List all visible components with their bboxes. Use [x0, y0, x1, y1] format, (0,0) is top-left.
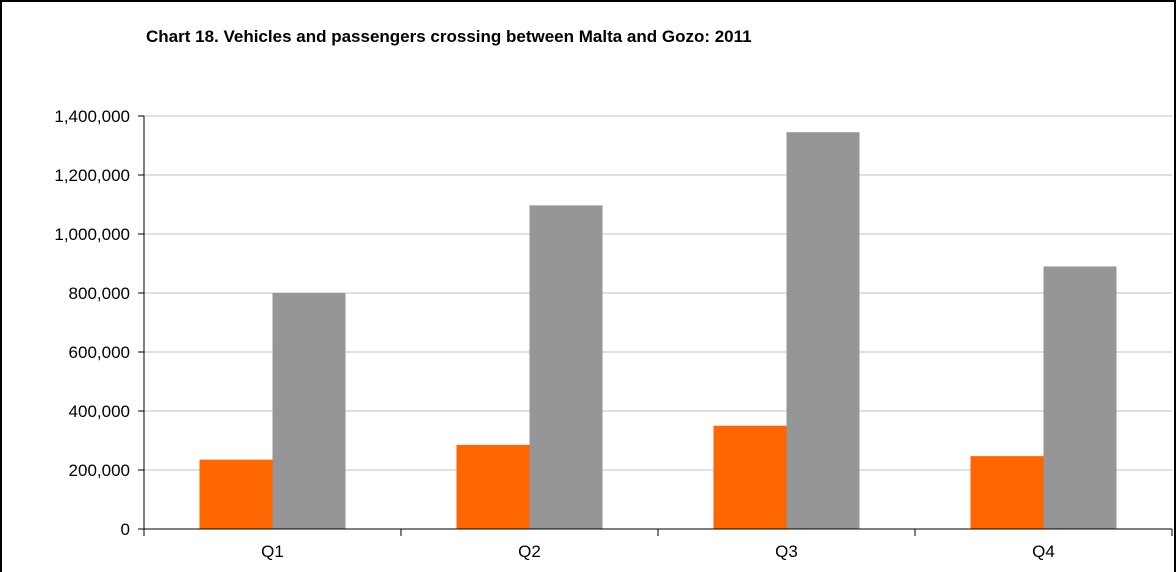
x-tick-label: Q4 [1032, 542, 1055, 561]
bar-q4-series-2 [1043, 266, 1117, 529]
x-tick-label: Q2 [518, 542, 541, 561]
y-tick-label: 1,000,000 [54, 225, 130, 244]
y-tick-label: 1,200,000 [54, 166, 130, 185]
axes [138, 115, 1173, 536]
bar-q1-series-1 [199, 459, 273, 529]
bar-q2-series-1 [456, 444, 530, 529]
x-tick-labels: Q1 Q2 Q3 Q4 [261, 542, 1055, 561]
chart-title: Chart 18. Vehicles and passengers crossi… [146, 27, 752, 46]
y-tick-label: 1,400,000 [54, 107, 130, 126]
y-tick-label: 600,000 [69, 343, 130, 362]
y-tick-label: 0 [121, 520, 130, 539]
bar-q3-series-1 [713, 425, 787, 529]
y-tick-labels: 0 200,000 400,000 600,000 800,000 1,000,000 1,… [54, 107, 130, 539]
x-tick-label: Q1 [261, 542, 284, 561]
bars [199, 132, 1117, 529]
bar-q3-series-2 [786, 132, 860, 529]
bar-q1-series-2 [272, 293, 346, 529]
x-tick-label: Q3 [775, 542, 798, 561]
y-tick-label: 400,000 [69, 402, 130, 421]
y-tick-label: 200,000 [69, 461, 130, 480]
bar-q4-series-1 [970, 456, 1044, 529]
bar-q2-series-2 [529, 205, 603, 529]
y-tick-label: 800,000 [69, 284, 130, 303]
